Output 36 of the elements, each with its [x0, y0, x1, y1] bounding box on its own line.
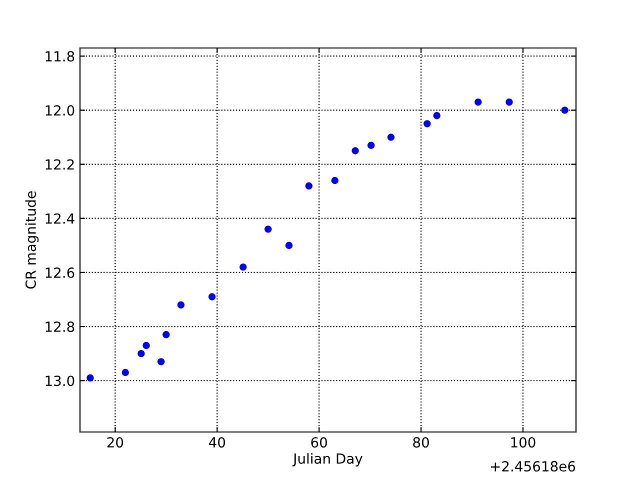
point [387, 134, 395, 141]
text: +2.45618e6 [491, 461, 576, 472]
y-tick-label: 12.6 [46, 267, 74, 278]
point [208, 293, 216, 300]
x-tick-label: 40 [208, 437, 226, 448]
point [122, 368, 129, 376]
point [162, 331, 170, 338]
y-axis-title: CR magnitude [25, 191, 39, 289]
y-tick-label: 12.8 [46, 322, 74, 332]
point [157, 358, 165, 366]
point [240, 263, 247, 271]
x-tick-label: 60 [311, 437, 327, 448]
point [506, 98, 513, 106]
point [474, 98, 482, 106]
point [367, 142, 375, 149]
point [177, 301, 185, 309]
point [331, 176, 338, 184]
point [424, 120, 431, 128]
x-axis-title: Julian Day [292, 453, 362, 467]
y-tick-label: 11.8 [46, 51, 74, 62]
point [264, 226, 272, 233]
point [285, 242, 293, 250]
point [305, 182, 312, 190]
point [561, 106, 568, 114]
y-tick-label: 12.4 [46, 213, 74, 224]
x-tick-label: 100 [511, 437, 536, 448]
point [352, 147, 359, 154]
x-tick-label: 20 [107, 437, 124, 448]
y-tick-label: 12.0 [46, 105, 74, 116]
point [142, 342, 150, 350]
point [86, 374, 94, 382]
x-tick-label: 80 [413, 437, 429, 448]
point [433, 112, 440, 120]
point [138, 350, 145, 358]
y-tick-label: 13.0 [46, 376, 74, 386]
y-tick-label: 12.2 [46, 159, 74, 170]
